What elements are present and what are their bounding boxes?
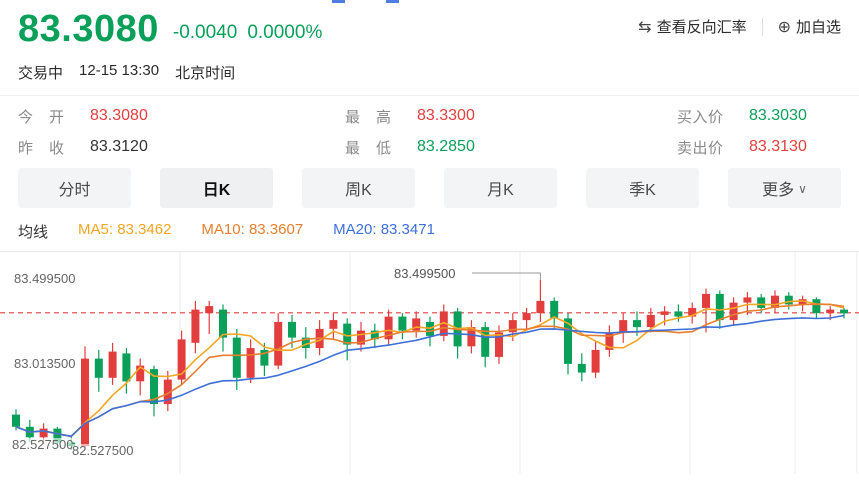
top-artifact-dash	[386, 0, 399, 3]
stat-low: 最低 83.2850	[345, 137, 677, 158]
stat-open-value: 83.3080	[90, 107, 148, 125]
current-price: 83.3080	[18, 8, 159, 50]
stat-bid-value: 83.3030	[749, 107, 807, 125]
quote-header: 83.3080 -0.0040 0.0000% ⇆ 查看反向汇率 ⊕ 加自选 交…	[0, 0, 859, 96]
stat-high: 最高 83.3300	[345, 106, 677, 127]
tab-more-label: 更多	[762, 181, 795, 199]
ma10-value: MA10: 83.3607	[201, 220, 304, 238]
svg-text:83.499500: 83.499500	[394, 266, 455, 281]
stat-bid-label: 买入价	[677, 108, 723, 126]
period-tabs: 分时 日K 周K 月K 季K 更多 ∨	[0, 167, 859, 208]
top-artifact-dash	[332, 0, 345, 3]
timezone-label: 北京时间	[175, 64, 236, 82]
quote-datetime: 12-15 13:30	[79, 61, 160, 79]
stat-low-value: 83.2850	[417, 138, 475, 156]
ma5-value: MA5: 83.3462	[78, 220, 172, 238]
tab-daily-k-label: 日K	[202, 181, 231, 199]
status-row: 交易中 12-15 13:30 北京时间	[18, 62, 841, 95]
stat-ask-label: 卖出价	[677, 139, 723, 157]
price-change: -0.0040	[172, 22, 238, 43]
stat-high-label: 最高	[345, 108, 391, 126]
price-row: 83.3080 -0.0040 0.0000% ⇆ 查看反向汇率 ⊕ 加自选	[18, 8, 841, 52]
chart-area: 83.499500 83.499500 83.013500 82.527500 …	[0, 250, 859, 474]
stat-high-value: 83.3300	[417, 107, 475, 125]
tab-monthly-k[interactable]: 月K	[444, 167, 557, 208]
tab-minute[interactable]: 分时	[18, 167, 131, 208]
header-links: ⇆ 查看反向汇率 ⊕ 加自选	[638, 16, 841, 37]
add-watchlist-link[interactable]: ⊕ 加自选	[778, 16, 841, 37]
view-reverse-rate-link[interactable]: ⇆ 查看反向汇率	[638, 16, 746, 37]
links-divider	[761, 17, 763, 36]
tab-quarterly-k-label: 季K	[629, 181, 656, 199]
price-change-pct: 0.0000%	[247, 22, 323, 43]
tab-weekly-k-label: 周K	[345, 181, 372, 199]
chevron-down-icon: ∨	[798, 181, 807, 196]
stat-prev-close-label: 昨收	[18, 139, 64, 157]
tab-quarterly-k[interactable]: 季K	[586, 167, 699, 208]
tab-weekly-k[interactable]: 周K	[302, 167, 415, 208]
tab-monthly-k-label: 月K	[487, 181, 514, 199]
trading-status: 交易中	[18, 64, 64, 82]
stat-ask-value: 83.3130	[749, 138, 807, 156]
stat-prev-close: 昨收 83.3120	[18, 137, 345, 158]
swap-icon: ⇆	[638, 18, 652, 36]
price-change-wrap: -0.0040 0.0000%	[173, 22, 322, 44]
candlestick-svg[interactable]: 83.499500	[0, 251, 859, 474]
ma20-value: MA20: 83.3471	[333, 220, 435, 238]
stat-ask: 卖出价 83.3130	[677, 137, 841, 158]
stat-low-label: 最低	[345, 139, 391, 157]
y-axis-label-min-duplicate: 82.527500	[72, 442, 134, 458]
stat-prev-close-value: 83.3120	[90, 138, 148, 156]
y-axis-label-high: 83.499500	[14, 270, 76, 286]
stat-open: 今开 83.3080	[18, 106, 345, 127]
add-circle-icon: ⊕	[777, 18, 791, 36]
ma-legend-title: 均线	[18, 223, 49, 241]
y-axis-label-low: 82.527500	[12, 436, 74, 452]
quote-stats: 今开 83.3080 最高 83.3300 买入价 83.3030 昨收 83.…	[0, 96, 859, 160]
y-axis-label-mid: 83.013500	[14, 355, 76, 371]
ma-legend: 均线 MA5: 83.3462 MA10: 83.3607 MA20: 83.3…	[0, 208, 859, 248]
reverse-rate-label: 查看反向汇率	[656, 19, 747, 36]
add-watchlist-label: 加自选	[795, 19, 841, 36]
tab-minute-label: 分时	[58, 181, 91, 199]
tab-daily-k[interactable]: 日K	[160, 167, 273, 208]
stat-open-label: 今开	[18, 108, 64, 126]
stat-bid: 买入价 83.3030	[677, 106, 841, 127]
tab-more[interactable]: 更多 ∨	[728, 167, 841, 208]
